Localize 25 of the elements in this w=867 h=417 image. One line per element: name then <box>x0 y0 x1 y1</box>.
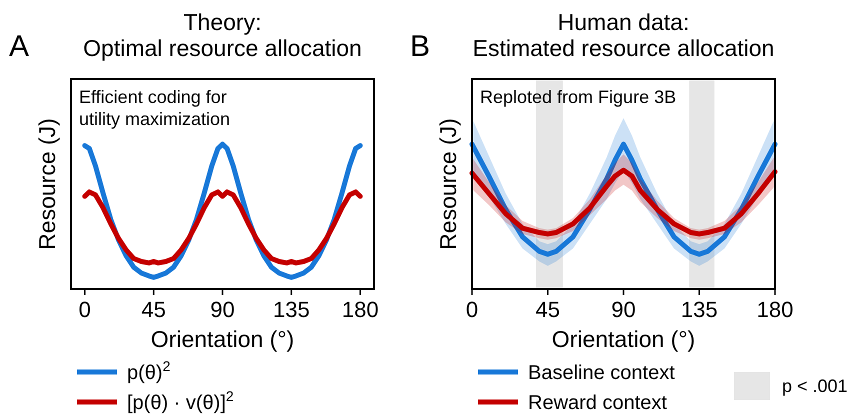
y-axis-title: Resource (J) <box>34 118 60 250</box>
x-axis-title: Orientation (°) <box>552 326 696 352</box>
text: Reploted from Figure 3B <box>480 87 676 107</box>
x-tick-label: 0 <box>78 297 91 322</box>
chart-title: Theory: Optimal resource allocation <box>83 9 362 61</box>
x-axis-title: Orientation (°) <box>150 326 294 352</box>
legend-label: Reward context <box>528 392 668 414</box>
text: B <box>410 30 430 63</box>
x-tick-label: 180 <box>342 297 379 322</box>
x-tick-label: 0 <box>466 297 478 322</box>
text: Efficient coding for utility maximization <box>79 87 230 129</box>
y-axis-title: Resource (J) <box>435 118 461 250</box>
x-tick-label: 45 <box>141 297 166 322</box>
x-tick-label: 135 <box>680 297 718 322</box>
x-tick-label: 90 <box>210 297 235 322</box>
x-tick-label: 135 <box>273 297 310 322</box>
legend-label: p < .001 <box>782 376 848 396</box>
legend-label: Baseline context <box>528 362 676 384</box>
chart-title: Human data: Estimated resource allocation <box>472 9 774 61</box>
legend-label: p(θ)$^{2}$ <box>127 358 171 384</box>
x-tick-label: 45 <box>536 297 560 322</box>
x-tick-label: 90 <box>611 297 636 322</box>
legend-label: [p(θ) · v(θ)]$^{2}$ <box>127 388 234 414</box>
text: A <box>9 30 30 63</box>
x-tick-label: 180 <box>756 297 794 322</box>
